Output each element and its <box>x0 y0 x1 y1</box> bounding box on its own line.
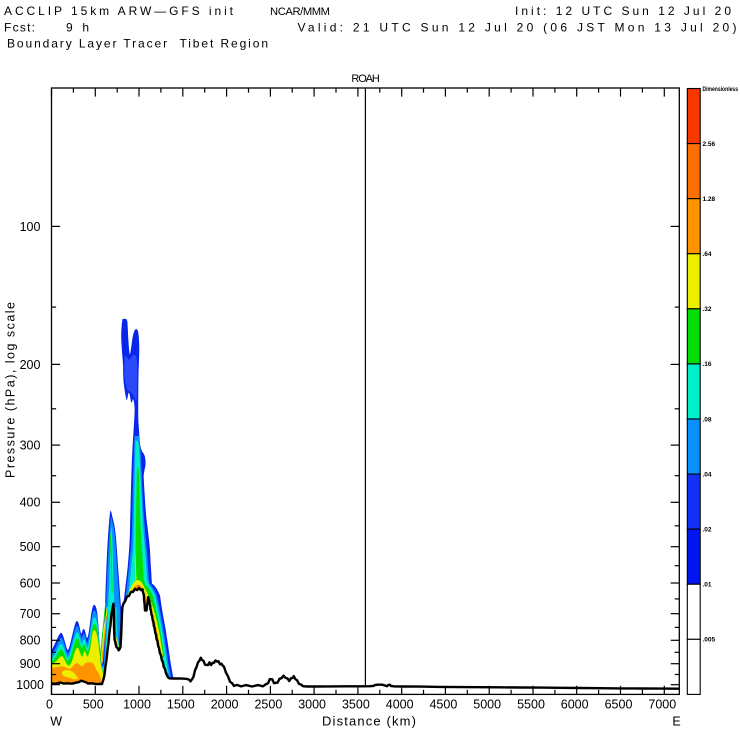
svg-text:700: 700 <box>20 607 41 621</box>
svg-text:.64: .64 <box>703 251 712 258</box>
svg-text:.04: .04 <box>703 471 712 478</box>
svg-text:1500: 1500 <box>167 697 195 711</box>
svg-text:.02: .02 <box>703 527 712 534</box>
svg-text:5500: 5500 <box>517 697 545 711</box>
svg-text:.08: .08 <box>703 416 712 423</box>
svg-text:Fcst:: Fcst: <box>4 20 35 34</box>
svg-text:5000: 5000 <box>473 697 501 711</box>
svg-text:ACCLIP 15km ARW—GFS init: ACCLIP 15km ARW—GFS init <box>4 4 234 18</box>
svg-text:3500: 3500 <box>342 697 370 711</box>
svg-text:500: 500 <box>83 697 104 711</box>
svg-text:900: 900 <box>20 657 41 671</box>
svg-text:6000: 6000 <box>561 697 589 711</box>
svg-text:Dimensionless: Dimensionless <box>703 87 739 93</box>
svg-text:4000: 4000 <box>386 697 414 711</box>
svg-text:.32: .32 <box>703 306 712 313</box>
svg-text:.01: .01 <box>703 582 712 589</box>
svg-text:9 h: 9 h <box>66 20 89 34</box>
svg-text:500: 500 <box>20 540 41 554</box>
svg-text:600: 600 <box>20 576 41 590</box>
svg-text:NCAR/MMM: NCAR/MMM <box>270 6 330 18</box>
svg-text:W: W <box>50 715 62 729</box>
svg-text:2000: 2000 <box>211 697 239 711</box>
svg-text:2.56: 2.56 <box>703 141 716 148</box>
svg-text:E: E <box>672 715 680 729</box>
svg-text:Distance (km): Distance (km) <box>322 714 416 729</box>
svg-text:3000: 3000 <box>298 697 326 711</box>
svg-text:6500: 6500 <box>605 697 633 711</box>
svg-text:2500: 2500 <box>254 697 282 711</box>
svg-text:Init: 12 UTC Sun 12 Jul 20: Init: 12 UTC Sun 12 Jul 20 <box>515 4 731 18</box>
svg-text:Pressure (hPa), log scale: Pressure (hPa), log scale <box>4 302 18 478</box>
svg-text:200: 200 <box>20 358 41 372</box>
svg-text:1000: 1000 <box>123 697 151 711</box>
svg-text:ROAH: ROAH <box>351 73 380 85</box>
svg-text:.005: .005 <box>703 637 716 644</box>
svg-text:100: 100 <box>20 220 41 234</box>
svg-text:.16: .16 <box>703 361 712 368</box>
svg-text:4500: 4500 <box>429 697 457 711</box>
svg-text:7000: 7000 <box>648 697 676 711</box>
svg-text:Valid: 21 UTC Sun 12 Jul 20 (0: Valid: 21 UTC Sun 12 Jul 20 (06 JST Mon … <box>298 20 737 34</box>
svg-text:1.28: 1.28 <box>703 196 716 203</box>
svg-text:300: 300 <box>20 438 41 452</box>
svg-text:400: 400 <box>20 496 41 510</box>
svg-text:Boundary Layer Tracer Tibet R: Boundary Layer Tracer Tibet Region <box>7 37 268 51</box>
svg-text:1000: 1000 <box>16 678 44 692</box>
svg-text:0: 0 <box>46 697 53 711</box>
svg-text:800: 800 <box>20 634 41 648</box>
